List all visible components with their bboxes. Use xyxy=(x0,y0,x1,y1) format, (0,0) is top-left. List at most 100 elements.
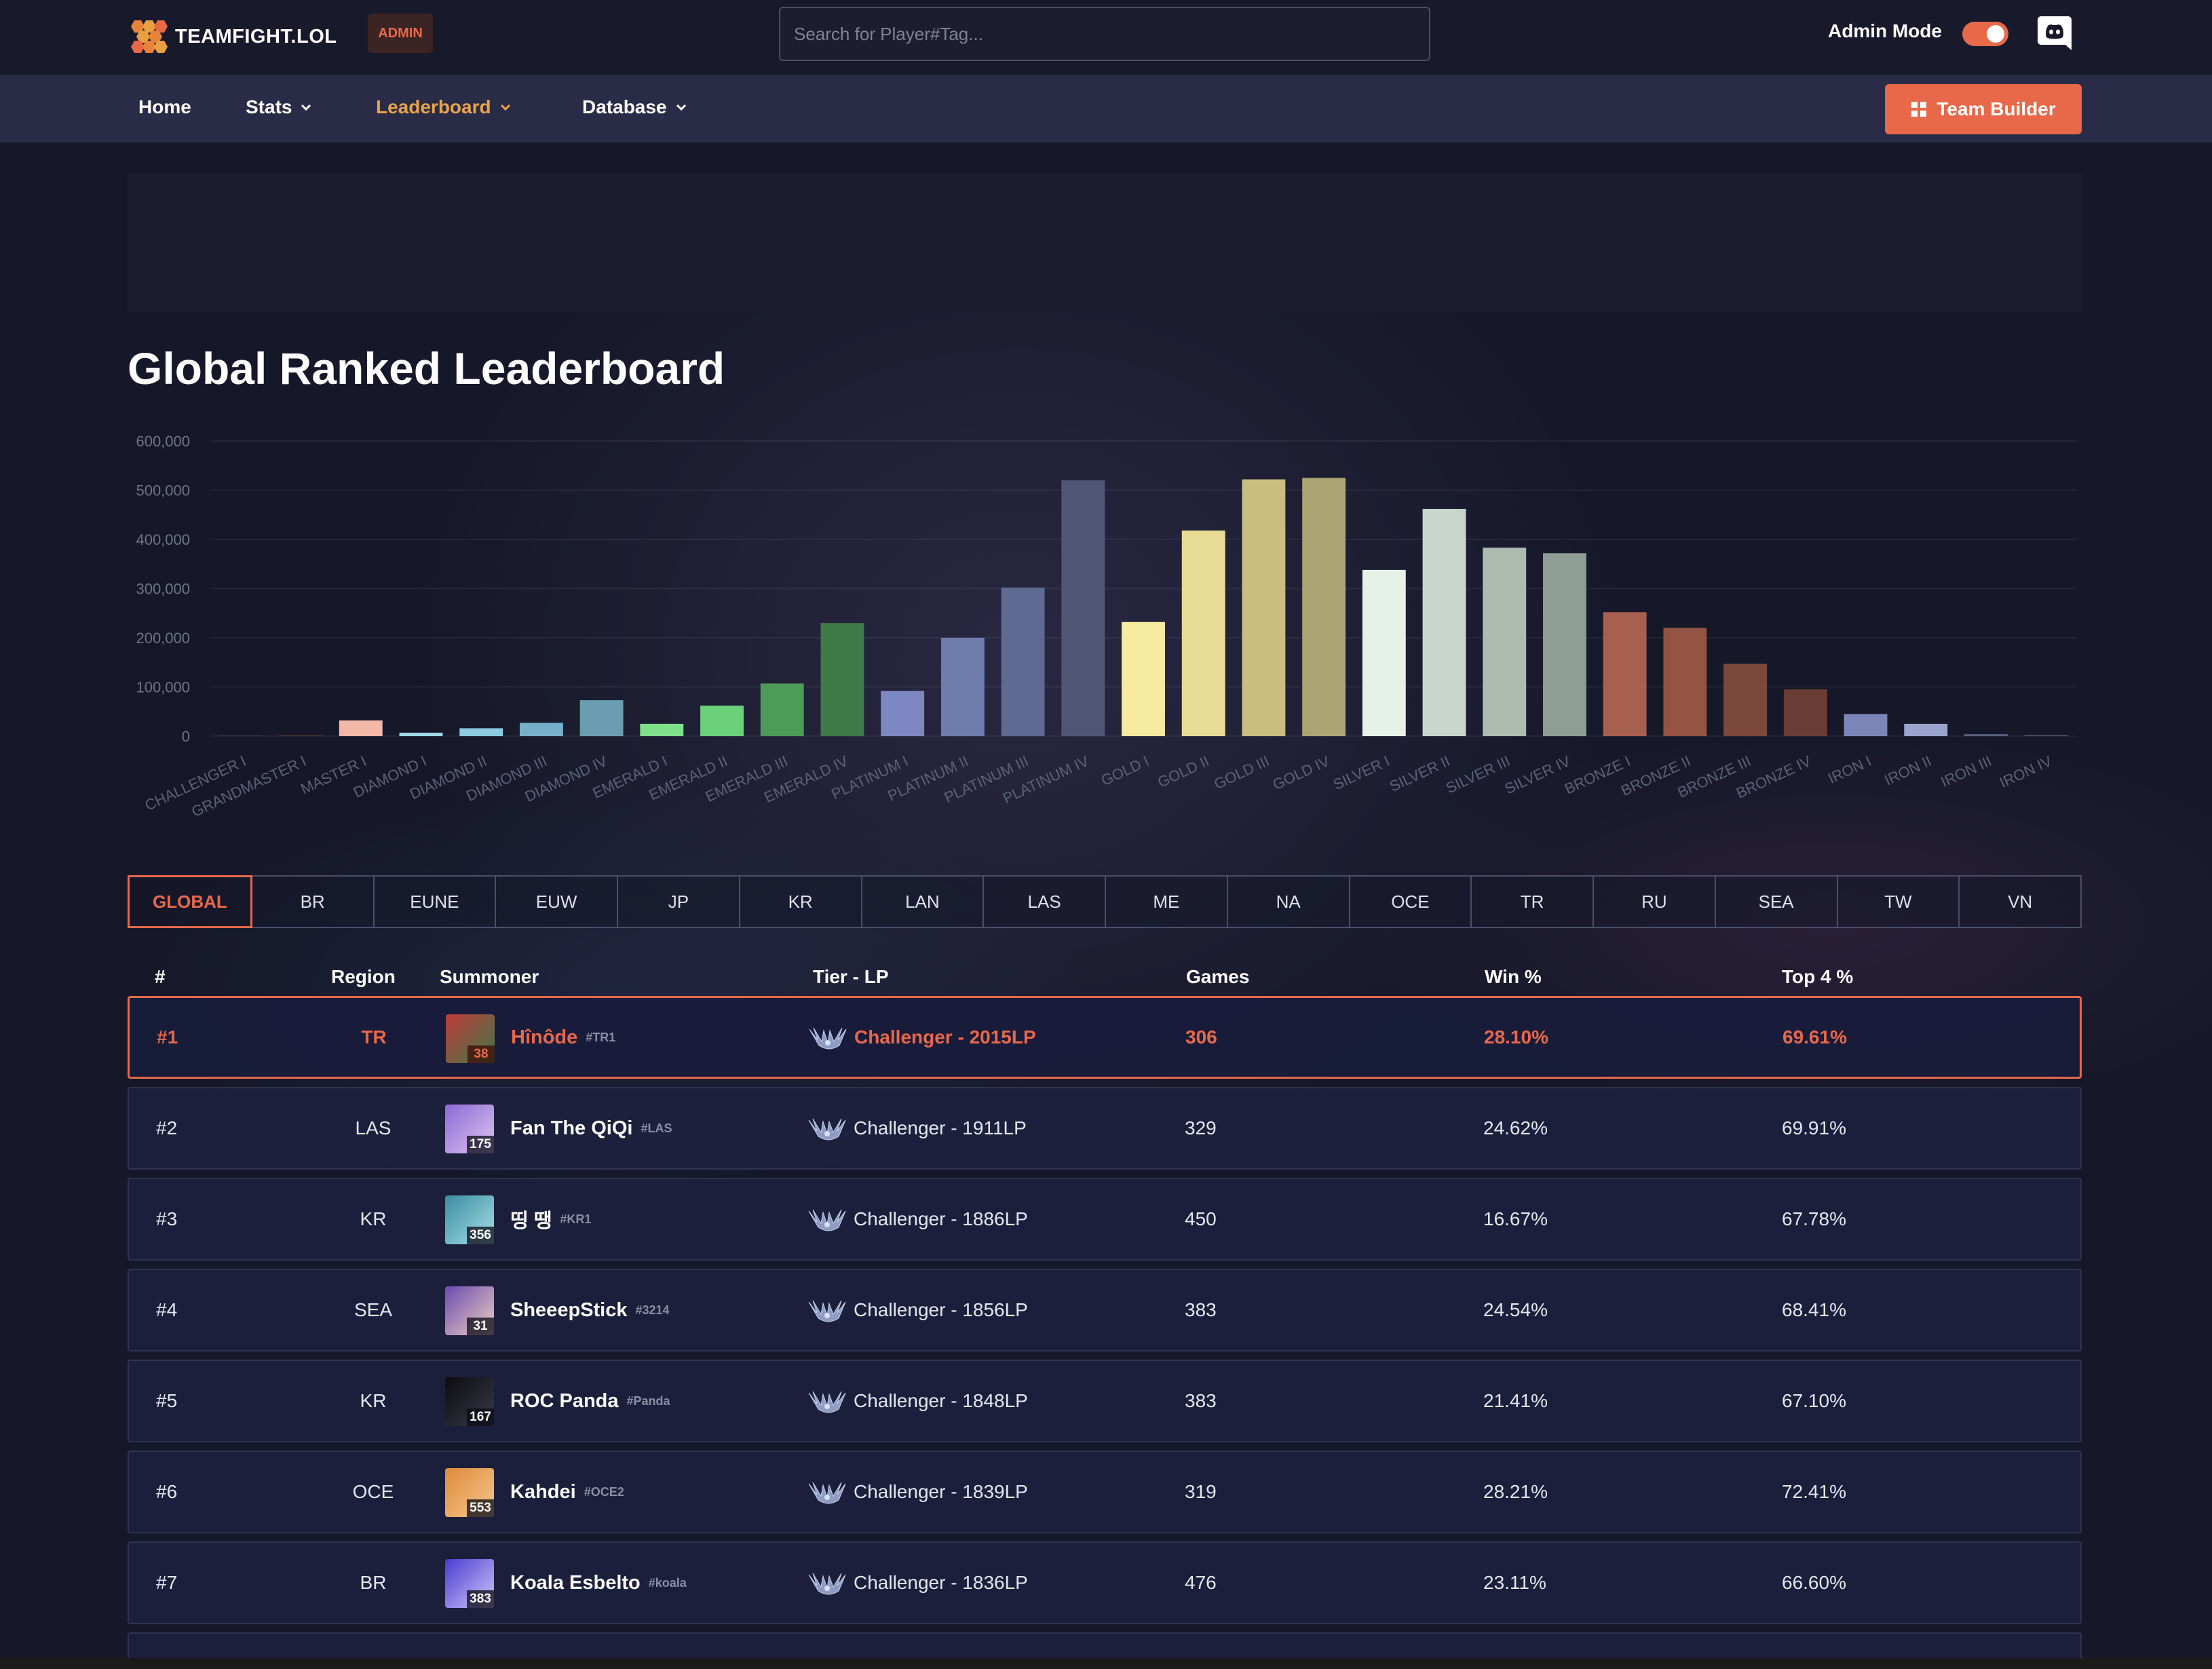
summoner-name[interactable]: Fan The QiQi xyxy=(510,1117,633,1139)
bar-gold-i[interactable] xyxy=(1122,621,1165,736)
tab-region-me[interactable]: ME xyxy=(1105,875,1228,928)
table-row[interactable]: #7 BR 383 Koala Esbelto #koala Challenger - 1… xyxy=(128,1541,2082,1624)
summoner-cell[interactable]: 띵 땡 #KR1 xyxy=(510,1179,591,1259)
summoner-name[interactable]: Koala Esbelto xyxy=(510,1571,641,1594)
tab-region-tr[interactable]: TR xyxy=(1470,875,1594,928)
tab-region-tw[interactable]: TW xyxy=(1836,875,1960,928)
bar-iron-iii[interactable] xyxy=(1964,734,2008,736)
bar-diamond-iii[interactable] xyxy=(519,723,563,736)
summoner-name[interactable]: 띵 땡 xyxy=(510,1210,552,1232)
bar-iron-iv[interactable] xyxy=(2024,735,2068,736)
bar-diamond-iv[interactable] xyxy=(579,700,624,736)
win-rate-cell: 24.62% xyxy=(1483,1117,1548,1138)
team-builder-button[interactable]: Team Builder xyxy=(1885,84,2082,134)
bar-emerald-ii[interactable] xyxy=(700,706,744,736)
table-row[interactable]: #6 OCE 553 Kahdei #OCE2 Challenger - 1839LP 31… xyxy=(128,1451,2082,1533)
admin-mode-toggle[interactable] xyxy=(1962,22,2008,46)
summoner-cell[interactable]: Fan The QiQi #LAS xyxy=(510,1088,672,1168)
bar-silver-i[interactable] xyxy=(1362,569,1406,736)
y-tick-label: 400,000 xyxy=(136,531,190,548)
bar-gold-iv[interactable] xyxy=(1302,478,1346,736)
bar-gold-iii[interactable] xyxy=(1242,479,1286,736)
summoner-cell[interactable]: ROC Panda #Panda xyxy=(510,1361,670,1441)
table-row[interactable]: #1 TR 38 Hînôde #TR1 Challenger - 2015LP 306 28… xyxy=(128,996,2082,1079)
avatar[interactable]: 167 xyxy=(445,1377,494,1426)
discord-icon[interactable] xyxy=(2037,15,2072,52)
avatar[interactable]: 38 xyxy=(446,1014,495,1063)
nav-leaderboard[interactable]: Leaderboard xyxy=(376,96,512,118)
summoner-name[interactable]: Kahdei xyxy=(510,1480,576,1503)
summoner-cell[interactable]: Kahdei #OCE2 xyxy=(510,1452,624,1532)
bar-silver-iv[interactable] xyxy=(1543,553,1586,736)
tab-region-kr[interactable]: KR xyxy=(738,875,862,928)
bar-platinum-iii[interactable] xyxy=(1001,588,1045,736)
nav-stats[interactable]: Stats xyxy=(246,96,312,118)
bar-master-i[interactable] xyxy=(339,720,383,736)
bar-bronze-iii[interactable] xyxy=(1723,664,1768,736)
bar-bronze-iv[interactable] xyxy=(1783,689,1827,736)
bar-bronze-i[interactable] xyxy=(1603,612,1647,736)
nav-home[interactable]: Home xyxy=(138,96,191,118)
summoner-cell[interactable]: Hînôde #TR1 xyxy=(511,998,615,1077)
summoner-cell[interactable]: SheeepStick #3214 xyxy=(510,1270,670,1350)
x-tick-label: GOLD IV xyxy=(1270,752,1333,794)
bar-gold-ii[interactable] xyxy=(1181,530,1225,736)
bar-challenger-i[interactable] xyxy=(218,735,263,736)
tier-cell: Challenger - 2015LP xyxy=(808,998,1036,1077)
tier-lp: Challenger - 1836LP xyxy=(854,1572,1028,1593)
bar-emerald-iv[interactable] xyxy=(820,623,864,736)
bar-silver-iii[interactable] xyxy=(1483,548,1527,736)
tab-region-br[interactable]: BR xyxy=(250,875,375,928)
x-tick-label: IRON II xyxy=(1882,752,1934,789)
table-row[interactable]: #4 SEA 31 SheeepStick #3214 Challenger - 1856… xyxy=(128,1269,2082,1351)
nav-database[interactable]: Database xyxy=(582,96,687,118)
bar-silver-ii[interactable] xyxy=(1422,509,1466,736)
summoner-cell[interactable]: Koala Esbelto #koala xyxy=(510,1543,687,1623)
avatar[interactable]: 383 xyxy=(445,1559,494,1608)
brand-logo[interactable]: TEAMFIGHT.LOL xyxy=(128,16,337,57)
challenger-emblem-icon xyxy=(809,1027,847,1050)
bar-diamond-i[interactable] xyxy=(399,732,443,736)
avatar[interactable]: 31 xyxy=(445,1286,494,1335)
tab-region-ru[interactable]: RU xyxy=(1593,875,1716,928)
tab-region-vn[interactable]: VN xyxy=(1958,875,2082,928)
table-row[interactable]: #3 KR 356 띵 땡 #KR1 Challenger - 1886LP 450 16.6… xyxy=(128,1178,2082,1261)
summoner-name[interactable]: Hînôde xyxy=(511,1026,578,1048)
games-cell: 383 xyxy=(1185,1299,1217,1320)
tier-cell: Challenger - 1856LP xyxy=(807,1270,1028,1350)
avatar[interactable]: 175 xyxy=(445,1105,494,1153)
bar-bronze-ii[interactable] xyxy=(1663,628,1707,737)
bar-emerald-iii[interactable] xyxy=(760,683,804,736)
tab-region-na[interactable]: NA xyxy=(1226,875,1350,928)
summoner-name[interactable]: SheeepStick xyxy=(510,1299,628,1321)
table-row[interactable]: #5 KR 167 ROC Panda #Panda Challenger - 1848L… xyxy=(128,1360,2082,1442)
rank-cell: #4 xyxy=(156,1299,178,1320)
tab-region-jp[interactable]: JP xyxy=(617,875,740,928)
tab-region-oce[interactable]: OCE xyxy=(1348,875,1472,928)
y-tick-label: 200,000 xyxy=(136,630,190,647)
bar-emerald-i[interactable] xyxy=(640,723,684,736)
tab-region-global[interactable]: GLOBAL xyxy=(128,875,252,928)
tab-region-euw[interactable]: EUW xyxy=(495,875,618,928)
bar-platinum-iv[interactable] xyxy=(1061,480,1105,736)
avatar[interactable]: 553 xyxy=(445,1468,494,1517)
tab-region-las[interactable]: LAS xyxy=(983,875,1106,928)
avatar[interactable]: 356 xyxy=(445,1195,494,1244)
tier-lp: Challenger - 1886LP xyxy=(854,1208,1028,1229)
summoner-tag: #3214 xyxy=(635,1303,670,1317)
search-input[interactable] xyxy=(779,7,1430,61)
games-cell: 383 xyxy=(1185,1390,1217,1411)
chevron-down-icon xyxy=(500,104,510,111)
bar-platinum-i[interactable] xyxy=(881,691,925,736)
bar-grandmaster-i[interactable] xyxy=(279,735,322,736)
tab-region-sea[interactable]: SEA xyxy=(1714,875,1838,928)
tab-region-eune[interactable]: EUNE xyxy=(373,875,497,928)
tab-region-lan[interactable]: LAN xyxy=(860,875,985,928)
bar-iron-ii[interactable] xyxy=(1904,723,1948,736)
bar-platinum-ii[interactable] xyxy=(940,638,985,736)
table-row[interactable]: #2 LAS 175 Fan The QiQi #LAS Challenger - 191… xyxy=(128,1087,2082,1170)
summoner-name[interactable]: ROC Panda xyxy=(510,1389,619,1412)
bar-diamond-ii[interactable] xyxy=(459,728,503,736)
bar-iron-i[interactable] xyxy=(1844,714,1888,736)
rank-cell: #3 xyxy=(156,1208,178,1229)
